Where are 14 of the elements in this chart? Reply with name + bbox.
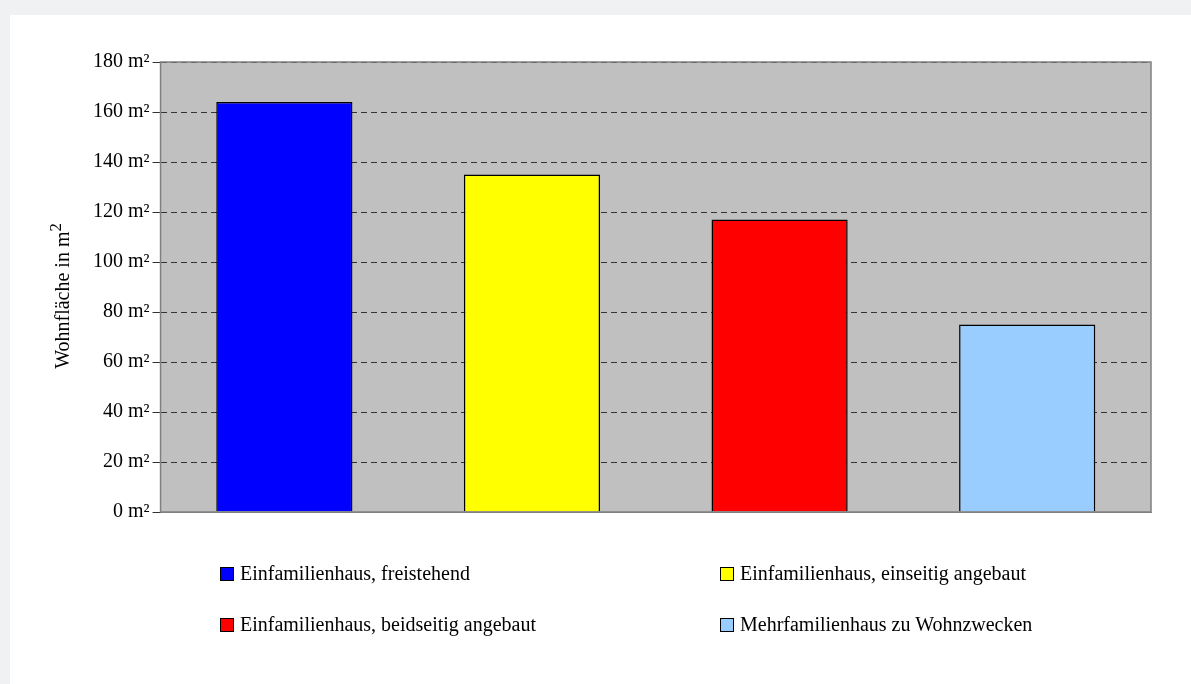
y-tick-label: 40 m² xyxy=(102,399,150,422)
y-tick-label: 180 m² xyxy=(92,49,150,72)
legend-label: Einfamilienhaus, freistehend xyxy=(240,562,470,585)
y-tick-label: 0 m² xyxy=(112,499,150,522)
y-tick-label: 20 m² xyxy=(102,449,150,472)
y-tick-label: 60 m² xyxy=(102,349,150,372)
legend-label: Einfamilienhaus, beidseitig angebaut xyxy=(240,613,537,636)
y-tick-label: 100 m² xyxy=(92,249,150,272)
legend-label: Einfamilienhaus, einseitig angebaut xyxy=(740,562,1027,585)
y-tick-label: 80 m² xyxy=(102,299,150,322)
y-tick-label: 140 m² xyxy=(92,149,150,172)
y-tick-label: 160 m² xyxy=(92,99,150,122)
y-tick-label: 120 m² xyxy=(92,199,150,222)
legend-label: Mehrfamilienhaus zu Wohnzwecken xyxy=(740,613,1033,636)
